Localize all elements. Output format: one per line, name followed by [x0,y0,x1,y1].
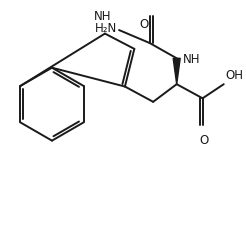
Text: NH: NH [183,53,200,66]
Text: O: O [139,18,148,31]
Polygon shape [173,58,180,84]
Text: H₂N: H₂N [94,22,117,35]
Text: O: O [199,134,208,147]
Text: OH: OH [225,69,243,82]
Text: NH: NH [94,10,111,23]
